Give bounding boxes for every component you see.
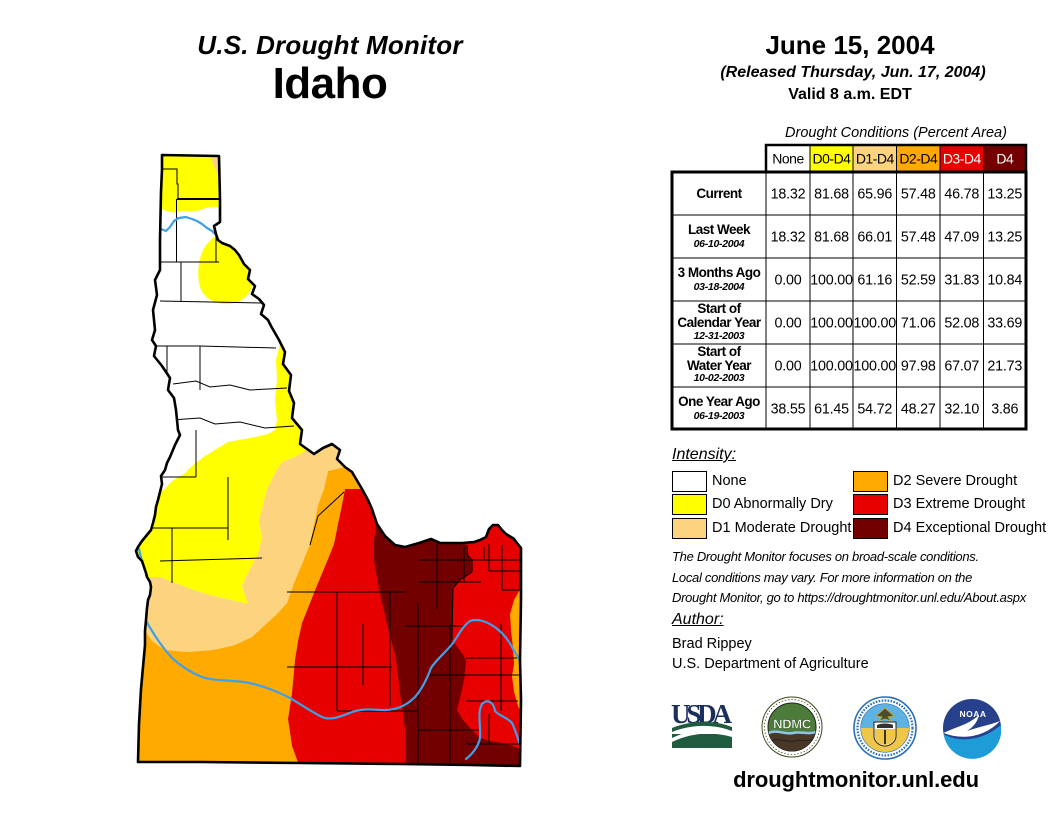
svg-text:Calendar Year: Calendar Year xyxy=(677,315,762,330)
svg-text:13.25: 13.25 xyxy=(987,230,1022,246)
svg-text:81.68: 81.68 xyxy=(814,187,849,203)
svg-text:13.25: 13.25 xyxy=(987,187,1022,203)
svg-text:10.84: 10.84 xyxy=(987,273,1022,289)
svg-text:52.08: 52.08 xyxy=(944,316,979,332)
svg-text:71.06: 71.06 xyxy=(901,316,936,332)
svg-text:None: None xyxy=(772,151,804,167)
svg-text:33.69: 33.69 xyxy=(987,316,1022,332)
svg-text:06-19-2003: 06-19-2003 xyxy=(694,410,745,422)
svg-text:46.78: 46.78 xyxy=(944,187,979,203)
svg-text:47.09: 47.09 xyxy=(944,230,979,246)
svg-text:65.96: 65.96 xyxy=(857,187,892,203)
svg-text:One Year Ago: One Year Ago xyxy=(678,394,760,409)
svg-text:D4: D4 xyxy=(996,151,1014,167)
svg-text:52.59: 52.59 xyxy=(901,273,936,289)
svg-text:18.32: 18.32 xyxy=(771,187,806,203)
svg-text:10-02-2003: 10-02-2003 xyxy=(694,372,745,384)
svg-text:Start of: Start of xyxy=(697,301,741,316)
svg-text:0.00: 0.00 xyxy=(774,359,801,375)
svg-text:21.73: 21.73 xyxy=(987,359,1022,375)
svg-text:100.00: 100.00 xyxy=(854,359,897,375)
svg-text:D1-D4: D1-D4 xyxy=(856,151,895,167)
svg-text:48.27: 48.27 xyxy=(901,402,936,418)
svg-text:Current: Current xyxy=(696,186,742,201)
svg-text:0.00: 0.00 xyxy=(774,316,801,332)
svg-text:D0-D4: D0-D4 xyxy=(813,151,852,167)
svg-text:61.16: 61.16 xyxy=(857,273,892,289)
svg-text:Start of: Start of xyxy=(697,344,741,359)
svg-text:97.98: 97.98 xyxy=(901,359,936,375)
svg-text:D2-D4: D2-D4 xyxy=(899,151,938,167)
svg-text:100.00: 100.00 xyxy=(810,316,853,332)
svg-text:61.45: 61.45 xyxy=(814,402,849,418)
svg-text:100.00: 100.00 xyxy=(810,359,853,375)
svg-text:38.55: 38.55 xyxy=(771,402,806,418)
svg-text:NDMC: NDMC xyxy=(773,717,812,732)
svg-text:03-18-2004: 03-18-2004 xyxy=(694,281,745,293)
svg-text:100.00: 100.00 xyxy=(810,273,853,289)
svg-text:12-31-2003: 12-31-2003 xyxy=(694,330,745,342)
svg-text:54.72: 54.72 xyxy=(857,402,892,418)
svg-text:Water Year: Water Year xyxy=(687,358,752,373)
svg-text:57.48: 57.48 xyxy=(901,187,936,203)
svg-text:67.07: 67.07 xyxy=(944,359,979,375)
svg-text:Last Week: Last Week xyxy=(688,222,751,237)
svg-text:06-10-2004: 06-10-2004 xyxy=(694,238,745,250)
svg-text:3 Months Ago: 3 Months Ago xyxy=(678,265,761,280)
svg-text:0.00: 0.00 xyxy=(774,273,801,289)
svg-text:NOAA: NOAA xyxy=(959,709,986,719)
svg-text:100.00: 100.00 xyxy=(854,316,897,332)
svg-text:31.83: 31.83 xyxy=(944,273,979,289)
svg-text:32.10: 32.10 xyxy=(944,402,979,418)
svg-text:66.01: 66.01 xyxy=(857,230,892,246)
svg-text:57.48: 57.48 xyxy=(901,230,936,246)
svg-text:81.68: 81.68 xyxy=(814,230,849,246)
svg-text:D3-D4: D3-D4 xyxy=(943,151,982,167)
svg-text:3.86: 3.86 xyxy=(991,402,1018,418)
svg-text:18.32: 18.32 xyxy=(771,230,806,246)
